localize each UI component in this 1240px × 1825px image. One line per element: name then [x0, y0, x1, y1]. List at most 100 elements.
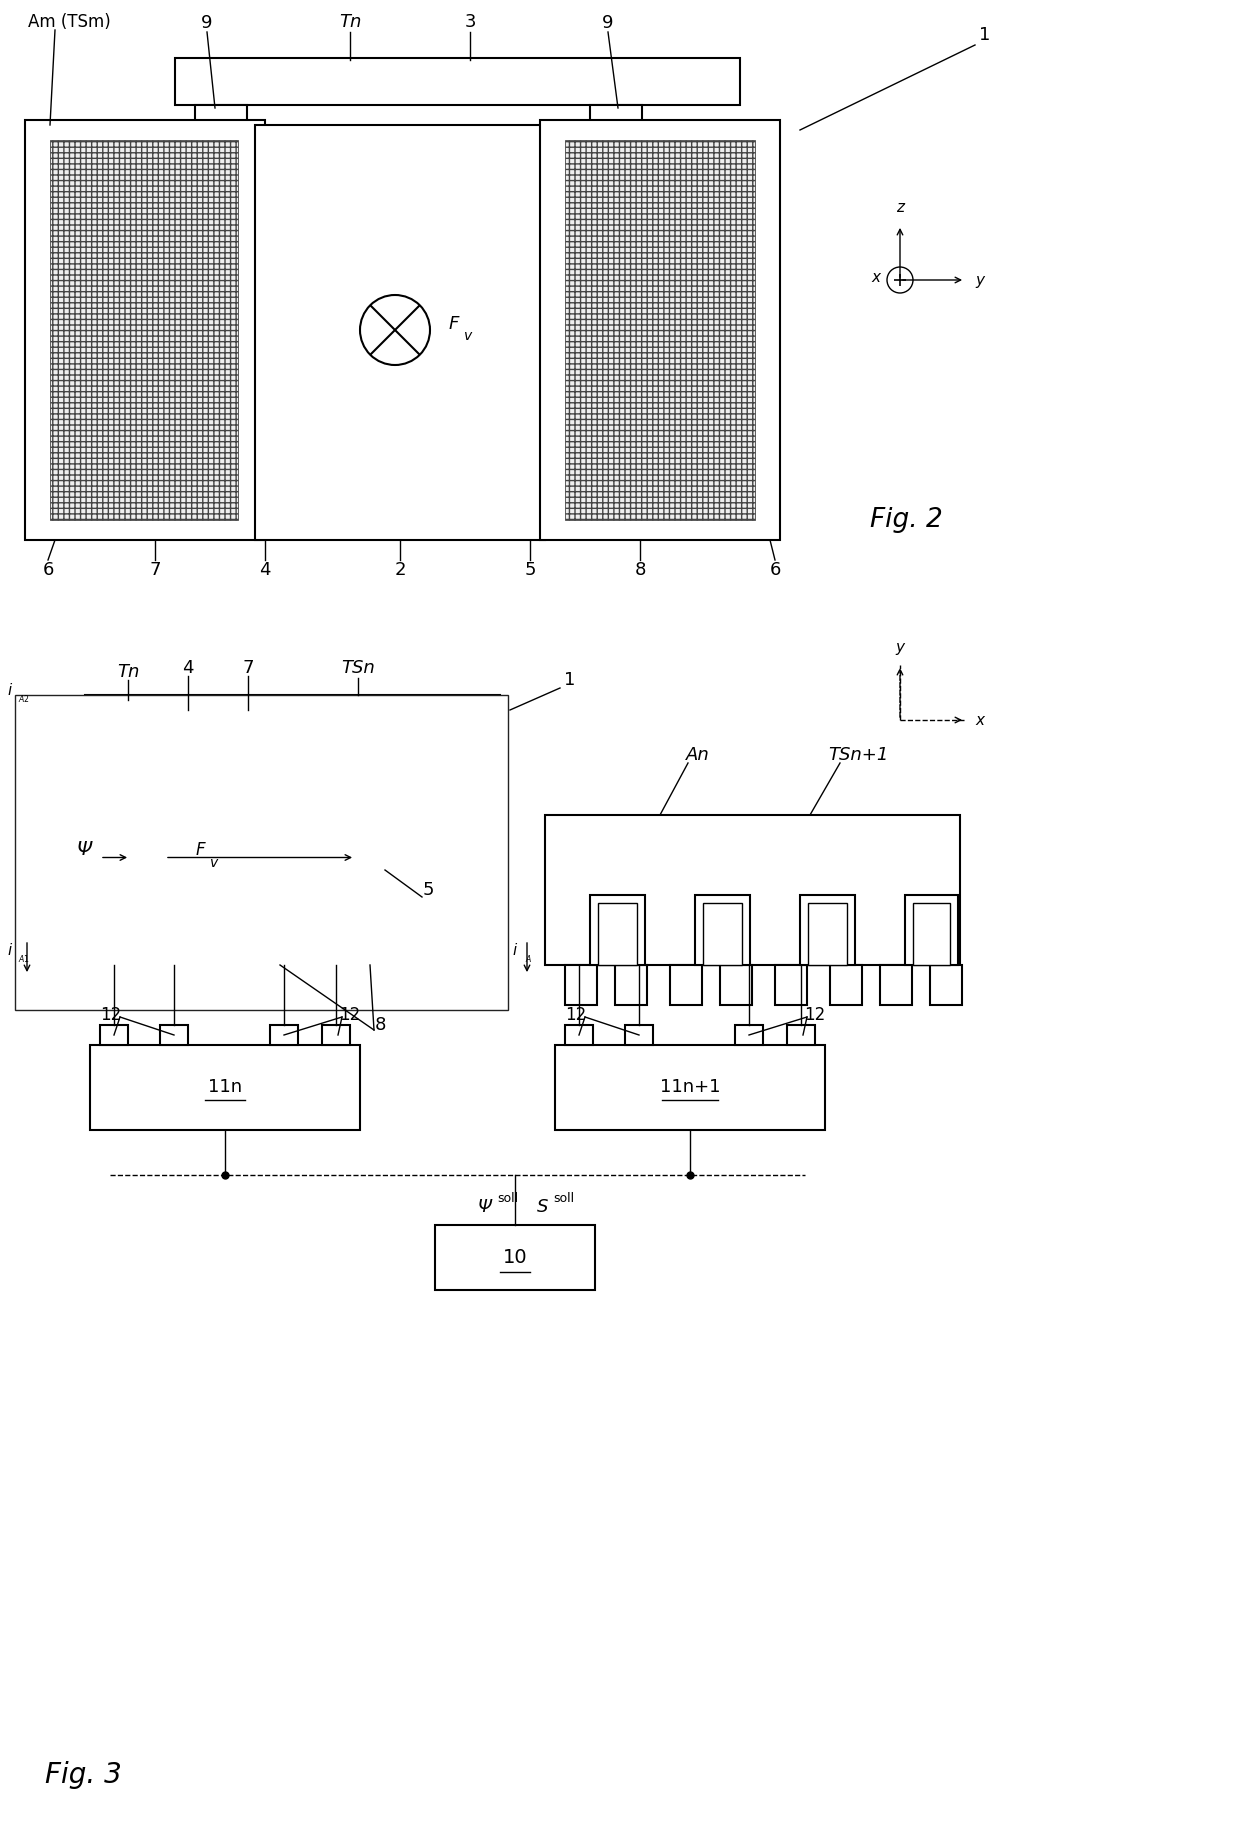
Bar	[391, 894, 445, 965]
Bar	[74, 894, 130, 965]
Bar	[305, 759, 340, 799]
Bar	[188, 903, 227, 965]
Text: x: x	[870, 270, 880, 285]
Text: soll: soll	[553, 1192, 574, 1206]
Text: z: z	[897, 201, 904, 215]
Bar	[365, 965, 397, 1006]
Text: TSn+1: TSn+1	[828, 746, 888, 765]
Bar	[420, 965, 453, 1006]
Bar	[830, 965, 862, 1006]
Bar	[293, 903, 332, 965]
Bar	[155, 965, 187, 1006]
Bar	[155, 759, 184, 776]
Text: y: y	[975, 272, 985, 288]
Bar	[775, 965, 807, 1006]
Bar	[25, 120, 265, 540]
Text: y: y	[895, 641, 904, 655]
Bar	[787, 1026, 815, 1046]
Text: $_{A1}$: $_{A1}$	[19, 954, 30, 965]
Text: Tn: Tn	[117, 662, 139, 681]
Text: x: x	[975, 712, 985, 728]
Text: $F$: $F$	[448, 316, 460, 332]
Text: $_{A2}$: $_{A2}$	[19, 694, 30, 706]
Bar	[205, 965, 237, 1006]
Text: 11n: 11n	[208, 1079, 242, 1097]
Text: Ψ: Ψ	[477, 1197, 492, 1215]
Bar	[905, 894, 959, 965]
Text: 1: 1	[564, 672, 575, 690]
Text: 3: 3	[464, 13, 476, 31]
Bar	[556, 1046, 825, 1130]
Bar	[590, 894, 645, 965]
Text: $v$: $v$	[210, 856, 219, 869]
Bar	[355, 759, 391, 799]
Bar	[694, 894, 750, 965]
Bar	[270, 1026, 298, 1046]
Bar	[91, 1046, 360, 1130]
Text: 6: 6	[42, 560, 53, 579]
Bar	[205, 759, 241, 799]
Text: 5: 5	[423, 881, 434, 900]
Bar	[148, 710, 408, 759]
Bar	[315, 965, 347, 1006]
Text: $i$: $i$	[512, 942, 518, 958]
Bar	[590, 106, 642, 148]
Bar	[270, 759, 298, 776]
Text: 7: 7	[242, 659, 254, 677]
Text: $F$: $F$	[195, 841, 207, 858]
Bar	[703, 903, 742, 965]
Bar	[913, 903, 950, 965]
Bar	[25, 816, 505, 965]
Text: 5: 5	[525, 560, 536, 579]
Bar	[460, 965, 492, 1006]
Bar	[50, 965, 82, 1006]
Text: 12: 12	[100, 1006, 122, 1024]
Text: $i$: $i$	[7, 942, 12, 958]
Text: Fig. 3: Fig. 3	[45, 1761, 122, 1788]
Bar	[260, 965, 291, 1006]
Text: Am (TSm): Am (TSm)	[29, 13, 110, 31]
Bar	[565, 141, 755, 520]
Text: 10: 10	[502, 1248, 527, 1267]
Bar	[322, 1026, 350, 1046]
Bar	[180, 894, 236, 965]
Bar	[160, 1026, 188, 1046]
Bar	[130, 830, 384, 885]
Bar	[720, 965, 751, 1006]
Text: soll: soll	[497, 1192, 518, 1206]
Text: $v$: $v$	[463, 328, 474, 343]
Bar	[615, 965, 647, 1006]
Text: 11n+1: 11n+1	[660, 1079, 720, 1097]
Bar	[930, 965, 962, 1006]
Text: 9: 9	[201, 15, 213, 33]
Text: 12: 12	[340, 1006, 361, 1024]
Bar	[325, 759, 353, 776]
Bar	[625, 1026, 653, 1046]
Text: 12: 12	[565, 1006, 587, 1024]
Text: Tn: Tn	[339, 13, 361, 31]
Text: Fig. 2: Fig. 2	[870, 507, 942, 533]
Text: S: S	[537, 1197, 548, 1215]
Bar	[50, 141, 238, 520]
Bar	[880, 965, 911, 1006]
Text: 9: 9	[603, 15, 614, 33]
Text: 4: 4	[259, 560, 270, 579]
Bar	[546, 816, 960, 965]
Bar	[735, 1026, 763, 1046]
Bar	[435, 1225, 595, 1290]
Text: $_A$: $_A$	[525, 954, 532, 965]
Text: 2: 2	[394, 560, 405, 579]
Bar	[155, 759, 190, 799]
Bar	[539, 120, 780, 540]
Bar	[255, 124, 546, 540]
Bar	[565, 1026, 593, 1046]
Bar	[398, 903, 436, 965]
Bar	[15, 695, 508, 1009]
Bar	[800, 894, 856, 965]
Text: $i$: $i$	[7, 683, 12, 697]
Bar	[219, 759, 248, 776]
Text: Ψ: Ψ	[77, 840, 93, 860]
Text: 12: 12	[805, 1006, 826, 1024]
Text: An: An	[686, 746, 709, 765]
Text: 8: 8	[635, 560, 646, 579]
